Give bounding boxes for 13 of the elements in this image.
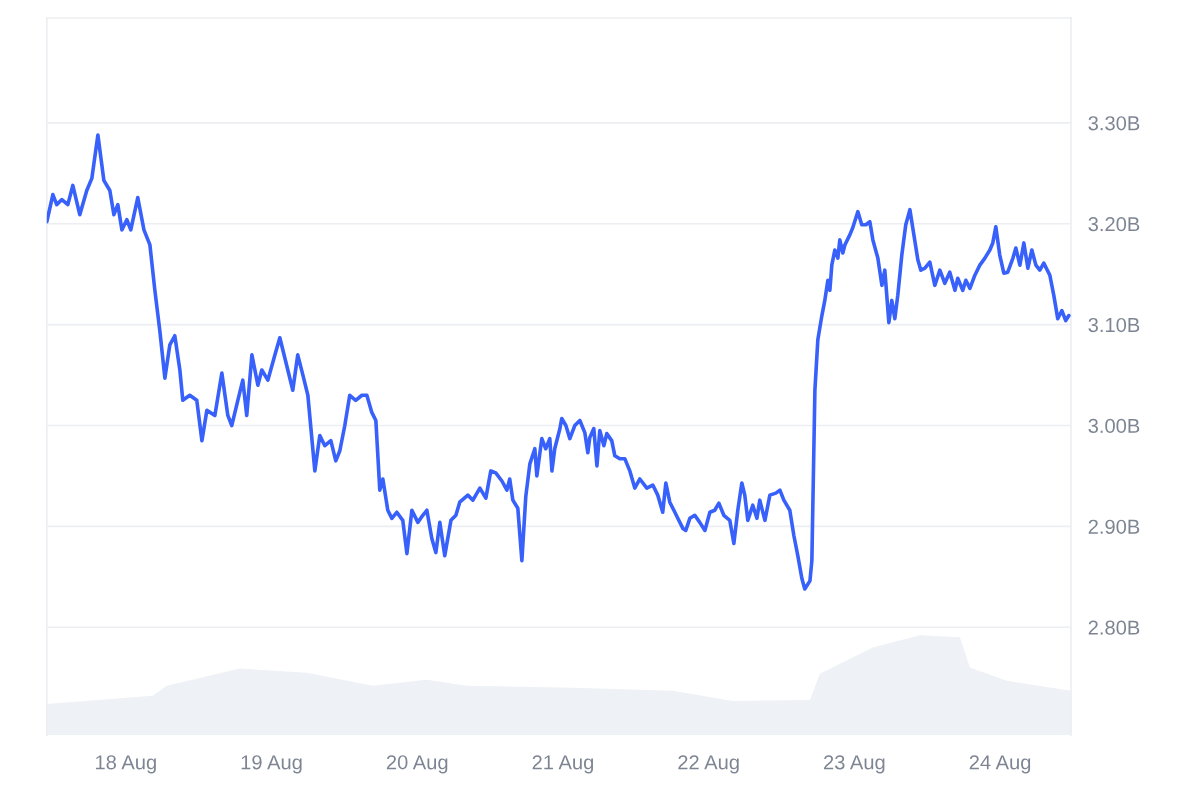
x-tick-label: 24 Aug: [969, 755, 1031, 774]
y-tick-label: 3.20B: [1088, 217, 1140, 232]
y-tick-label: 2.80B: [1088, 620, 1140, 635]
x-tick-label: 23 Aug: [824, 755, 885, 774]
x-tick-label: 21 Aug: [532, 755, 594, 774]
y-tick-label: 3.30B: [1088, 116, 1140, 131]
x-tick-label: 18 Aug: [96, 755, 156, 774]
y-tick-label: 3.10B: [1088, 317, 1140, 333]
x-tick-label: 19 Aug: [241, 755, 302, 774]
x-tick-label: 20 Aug: [386, 755, 448, 774]
y-tick-label: 3.00B: [1088, 418, 1140, 434]
y-tick-label: 2.90B: [1088, 519, 1140, 534]
x-tick-label: 22 Aug: [678, 755, 739, 774]
